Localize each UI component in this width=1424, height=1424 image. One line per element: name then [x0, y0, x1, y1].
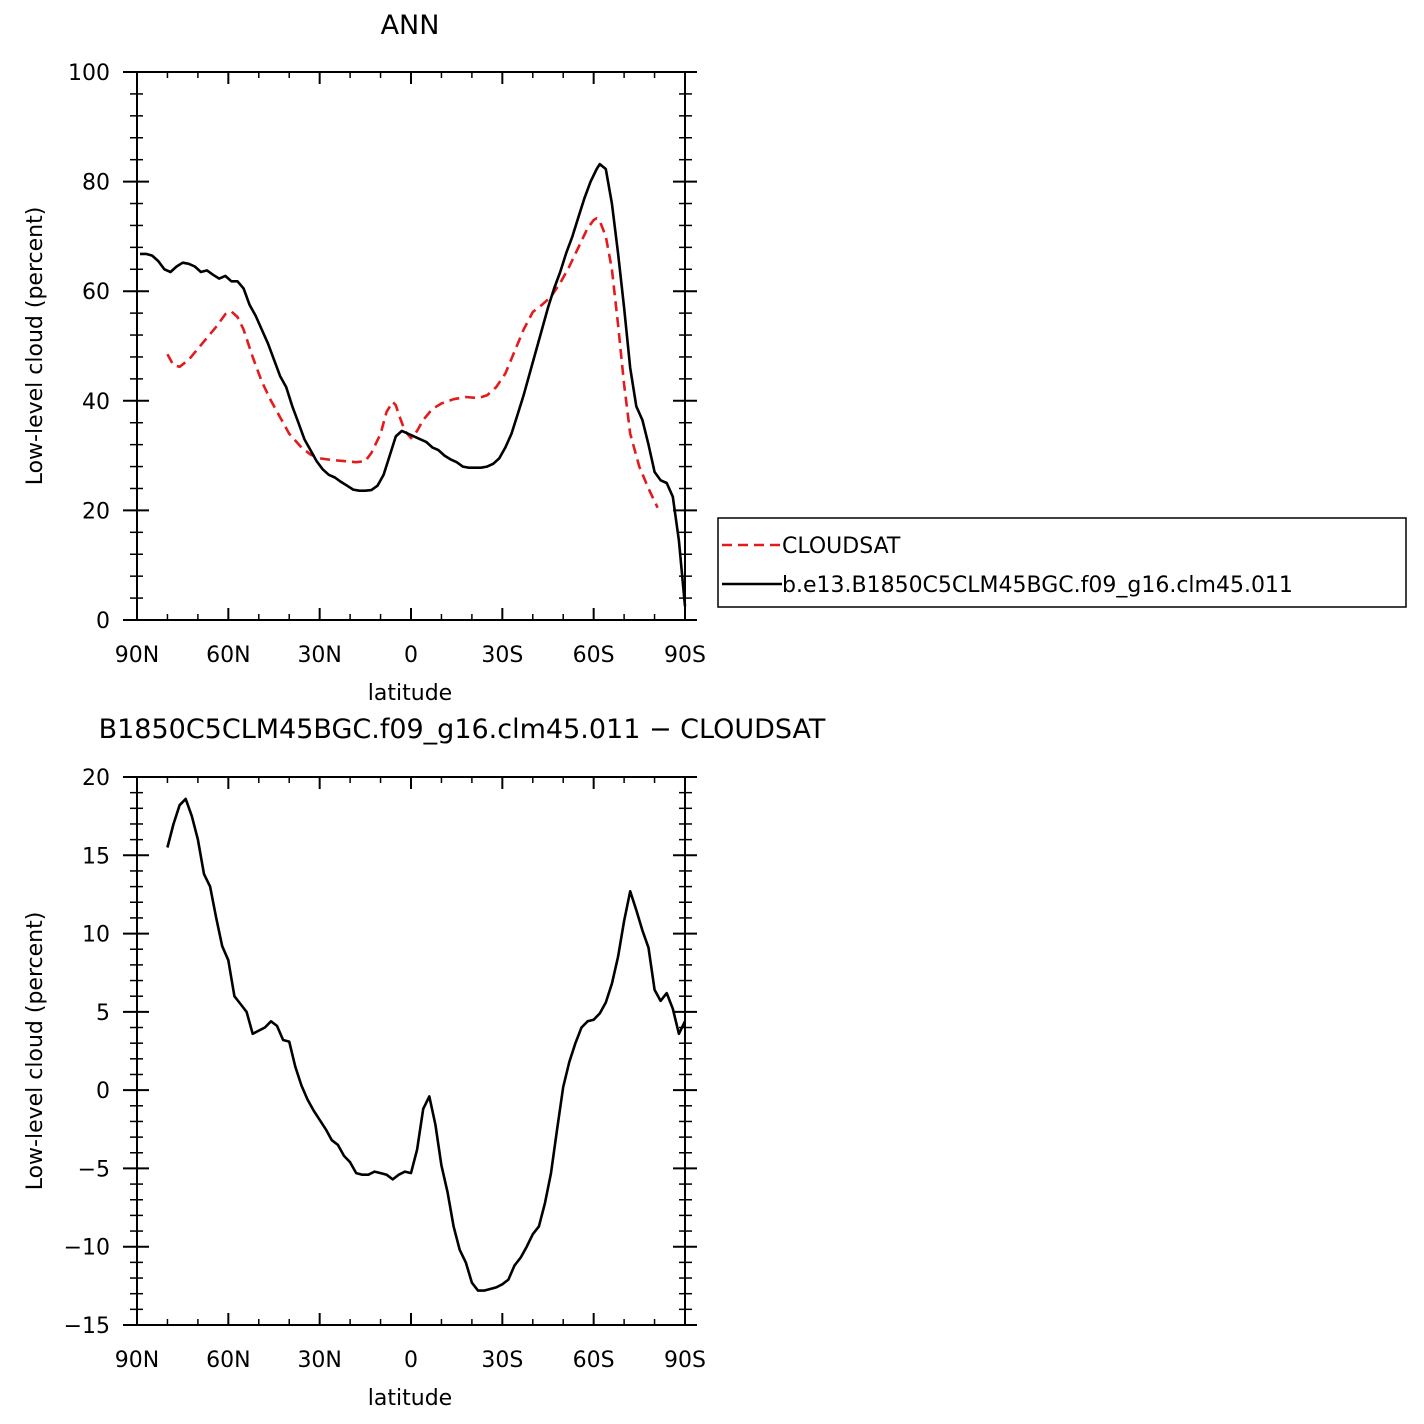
x-tick-label: 30N — [297, 1348, 341, 1373]
y-axis-label: Low-level cloud (percent) — [23, 912, 48, 1191]
y-tick-label: 60 — [82, 280, 110, 305]
x-tick-label: 60S — [573, 1348, 615, 1373]
x-tick-label: 90N — [115, 643, 159, 668]
y-axis-label: Low-level cloud (percent) — [23, 207, 48, 486]
x-tick-label: 90N — [115, 1348, 159, 1373]
y-tick-label: 15 — [82, 844, 110, 869]
y-tick-label: −15 — [64, 1314, 110, 1339]
x-tick-label: 90S — [664, 1348, 706, 1373]
x-tick-label: 60S — [573, 643, 615, 668]
panel-title: B1850C5CLM45BGC.f09_g16.clm45.011 − CLOU… — [99, 714, 826, 745]
x-tick-label: 30S — [481, 1348, 523, 1373]
panel-title: ANN — [381, 10, 440, 41]
legend-label-model: b.e13.B1850C5CLM45BGC.f09_g16.clm45.011 — [782, 573, 1293, 598]
y-tick-label: 100 — [68, 61, 110, 86]
x-tick-label: 60N — [206, 1348, 250, 1373]
y-tick-label: 20 — [82, 499, 110, 524]
x-tick-label: 30N — [297, 643, 341, 668]
annual-panel: ANN 90N 60N 30N 0 30S 60S 90S 0 20 40 60 80 100 lati… — [23, 10, 706, 706]
x-axis-label: latitude — [368, 1386, 452, 1411]
plot-frame — [136, 71, 686, 621]
y-tick-label: 0 — [96, 1079, 110, 1104]
x-tick-label: 0 — [404, 1348, 418, 1373]
legend: CLOUDSAT b.e13.B1850C5CLM45BGC.f09_g16.c… — [717, 517, 1407, 608]
y-tick-label: −10 — [64, 1236, 110, 1261]
legend-label-cloudsat: CLOUDSAT — [782, 534, 901, 559]
x-axis-label: latitude — [368, 681, 452, 706]
y-tick-label: 20 — [82, 766, 110, 791]
x-tick-label: 90S — [664, 643, 706, 668]
y-tick-label: 40 — [82, 390, 110, 415]
x-tick-label: 0 — [404, 643, 418, 668]
y-tick-label: 5 — [96, 1001, 110, 1026]
difference-panel: B1850C5CLM45BGC.f09_g16.clm45.011 − CLOU… — [23, 714, 826, 1411]
y-tick-label: 0 — [96, 609, 110, 634]
series-line-cloudsat — [166, 217, 659, 509]
series-line-model — [140, 162, 687, 607]
x-tick-label: 60N — [206, 643, 250, 668]
y-tick-label: 10 — [82, 923, 110, 948]
y-tick-label: 80 — [82, 171, 110, 196]
plot-frame — [136, 776, 686, 1326]
series-line-difference — [166, 797, 687, 1292]
x-tick-label: 30S — [481, 643, 523, 668]
legend-box — [717, 517, 1407, 608]
y-tick-label: −5 — [78, 1157, 110, 1182]
